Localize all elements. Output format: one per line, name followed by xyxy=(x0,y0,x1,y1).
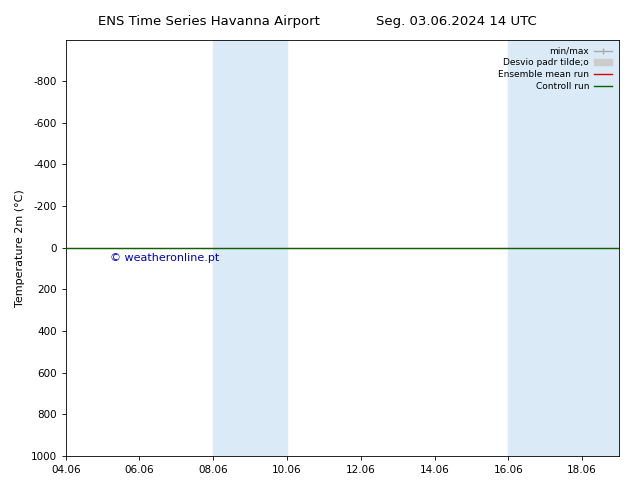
Text: ENS Time Series Havanna Airport: ENS Time Series Havanna Airport xyxy=(98,15,320,28)
Bar xyxy=(213,40,287,456)
Y-axis label: Temperature 2m (°C): Temperature 2m (°C) xyxy=(15,189,25,307)
Text: Seg. 03.06.2024 14 UTC: Seg. 03.06.2024 14 UTC xyxy=(376,15,537,28)
Legend: min/max, Desvio padr tilde;o, Ensemble mean run, Controll run: min/max, Desvio padr tilde;o, Ensemble m… xyxy=(496,44,614,94)
Bar xyxy=(508,40,634,456)
Text: © weatheronline.pt: © weatheronline.pt xyxy=(110,253,219,263)
